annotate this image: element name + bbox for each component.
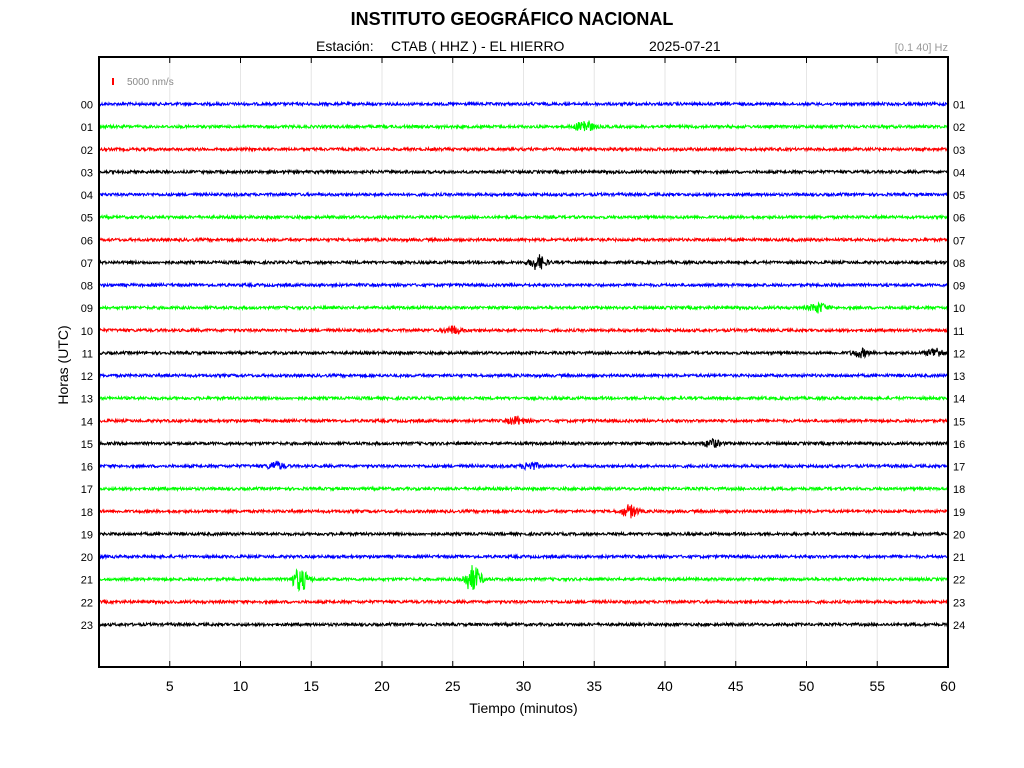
chart-title: INSTITUTO GEOGRÁFICO NACIONAL [350, 9, 674, 29]
x-tick-label: 30 [516, 678, 532, 694]
trace-20 [98, 553, 950, 561]
trace-18 [98, 504, 949, 519]
trace-04 [98, 191, 950, 199]
x-tick-label: 10 [233, 678, 249, 694]
station-name: CTAB ( HHZ ) - EL HIERRO [391, 38, 565, 54]
chart-date: 2025-07-21 [649, 38, 721, 54]
row-label-left: 07 [81, 258, 93, 270]
row-label-right: 19 [953, 507, 965, 519]
trace-22 [98, 598, 949, 606]
filter-band: [0.1 40] Hz [894, 42, 948, 54]
row-label-right: 12 [953, 348, 965, 360]
row-label-right: 02 [953, 122, 965, 134]
station-prefix: Estación: [316, 38, 374, 54]
row-label-left: 02 [81, 145, 93, 157]
trace-11 [98, 347, 950, 360]
row-label-left: 01 [81, 122, 93, 134]
scale-label: 5000 nm/s [127, 77, 174, 88]
x-tick-label: 5 [166, 678, 174, 694]
row-label-right: 17 [953, 462, 965, 474]
row-label-left: 22 [81, 597, 93, 609]
row-label-right: 11 [953, 326, 964, 338]
x-tick-label: 25 [445, 678, 461, 694]
row-label-left: 14 [81, 416, 93, 428]
trace-01 [98, 120, 950, 132]
row-label-right: 06 [953, 213, 965, 225]
row-label-left: 03 [81, 167, 93, 179]
x-tick-label: 40 [657, 678, 673, 694]
row-label-left: 08 [81, 281, 93, 293]
x-tick-label: 35 [586, 678, 602, 694]
trace-08 [98, 281, 949, 289]
trace-06 [98, 236, 950, 244]
row-label-left: 04 [81, 190, 93, 202]
row-label-right: 23 [953, 597, 965, 609]
row-label-left: 19 [81, 529, 93, 541]
row-label-right: 20 [953, 529, 965, 541]
trace-05 [98, 213, 949, 221]
row-label-left: 15 [81, 439, 93, 451]
x-tick-label: 50 [799, 678, 815, 694]
row-label-right: 07 [953, 235, 965, 247]
trace-17 [98, 485, 949, 493]
x-tick-label: 20 [374, 678, 390, 694]
row-label-left: 20 [81, 552, 93, 564]
row-label-right: 24 [953, 620, 965, 632]
trace-19 [99, 530, 949, 538]
row-label-left: 16 [81, 462, 93, 474]
row-label-right: 09 [953, 281, 965, 293]
row-label-left: 23 [81, 620, 93, 632]
row-label-right: 14 [953, 394, 965, 406]
trace-10 [98, 325, 949, 335]
x-axis-label: Tiempo (minutos) [469, 700, 578, 716]
row-label-right: 08 [953, 258, 965, 270]
row-label-right: 03 [953, 145, 965, 157]
row-label-left: 06 [81, 235, 93, 247]
row-label-right: 01 [953, 100, 965, 112]
row-label-left: 21 [81, 575, 93, 587]
trace-15 [98, 437, 949, 448]
row-label-left: 11 [82, 348, 93, 360]
row-label-right: 04 [953, 167, 965, 179]
trace-23 [98, 620, 950, 628]
row-label-right: 15 [953, 416, 965, 428]
row-label-right: 18 [953, 484, 965, 496]
trace-12 [98, 372, 949, 380]
trace-03 [98, 168, 949, 176]
row-label-right: 13 [953, 371, 965, 383]
trace-09 [98, 301, 949, 314]
scale-bar [112, 78, 114, 85]
row-label-left: 12 [81, 371, 93, 383]
trace-14 [98, 415, 949, 425]
x-tick-label: 60 [940, 678, 956, 694]
row-label-left: 13 [81, 394, 93, 406]
x-tick-label: 55 [869, 678, 885, 694]
row-label-right: 21 [953, 552, 965, 564]
trace-16 [98, 460, 949, 472]
trace-13 [98, 394, 949, 402]
row-label-left: 09 [81, 303, 93, 315]
trace-00 [98, 100, 949, 108]
trace-02 [98, 145, 949, 153]
y-axis-label: Horas (UTC) [55, 325, 71, 405]
row-label-left: 05 [81, 213, 93, 225]
row-label-left: 00 [81, 100, 93, 112]
row-label-right: 22 [953, 575, 965, 587]
row-label-left: 10 [81, 326, 93, 338]
trace-07 [98, 254, 949, 270]
row-label-right: 10 [953, 303, 965, 315]
row-label-left: 17 [81, 484, 93, 496]
row-label-right: 16 [953, 439, 965, 451]
row-label-right: 05 [953, 190, 965, 202]
row-label-left: 18 [81, 507, 93, 519]
x-tick-label: 45 [728, 678, 744, 694]
trace-21 [98, 565, 950, 593]
x-tick-label: 15 [303, 678, 319, 694]
